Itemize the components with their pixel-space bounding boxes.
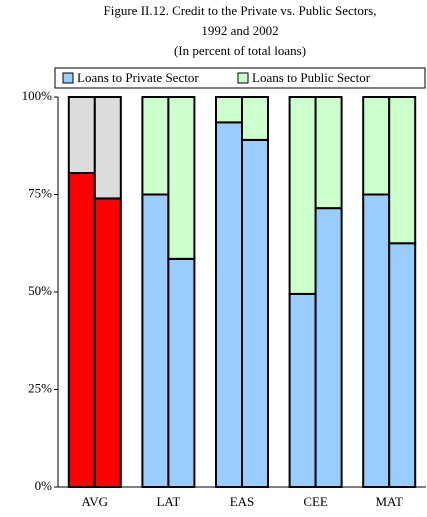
bar-segment <box>388 96 417 245</box>
bar-segment <box>93 96 122 200</box>
y-tick-label: 0% <box>35 478 53 493</box>
y-tick-label: 100% <box>22 88 53 103</box>
x-tick-label: EAS <box>230 494 255 509</box>
legend-label: Loans to Private Sector <box>77 70 199 85</box>
bar-segment <box>93 197 122 488</box>
bar-segment <box>362 96 391 196</box>
x-tick-label: MAT <box>375 494 403 509</box>
chart-title: Figure II.12. Credit to the Private vs. … <box>104 3 377 18</box>
legend-swatch <box>62 72 74 84</box>
legend-label: Loans to Public Sector <box>252 70 371 85</box>
x-tick-label: CEE <box>303 494 328 509</box>
bar-segment <box>314 96 343 210</box>
bar-segment <box>314 207 343 488</box>
y-tick-label: 75% <box>28 185 52 200</box>
chart-title: 1992 and 2002 <box>201 23 278 38</box>
chart-subtitle: (In percent of total loans) <box>174 43 306 58</box>
bar-segment <box>388 242 417 488</box>
bar-segment <box>67 96 96 175</box>
bar-segment <box>241 96 269 141</box>
bar-segment <box>141 193 170 488</box>
y-tick-label: 50% <box>28 283 52 298</box>
legend-frame <box>54 67 426 89</box>
bar-segment <box>241 138 269 488</box>
bar-segment <box>215 96 243 124</box>
x-tick-label: AVG <box>82 494 109 509</box>
bar-segment <box>215 121 243 488</box>
legend-swatch <box>237 72 249 84</box>
bar-segment <box>67 172 96 489</box>
bar-segment <box>141 96 170 196</box>
x-tick-label: LAT <box>156 494 180 509</box>
bar-segment <box>167 257 196 488</box>
bar-segment <box>362 193 391 488</box>
bar-segment <box>288 96 317 295</box>
y-tick-label: 25% <box>28 380 52 395</box>
bar-segment <box>288 292 317 489</box>
bar-segment <box>167 96 196 260</box>
